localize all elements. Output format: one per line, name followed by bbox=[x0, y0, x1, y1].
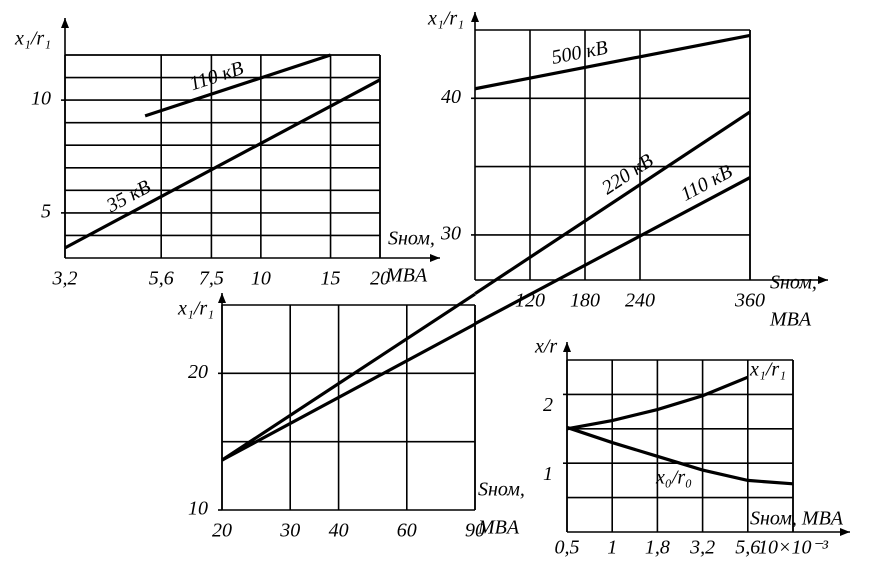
x-tick-label: 15 bbox=[321, 268, 341, 290]
x-tick-label: 20 bbox=[212, 520, 232, 542]
x-tick-label: 5,6 bbox=[149, 268, 174, 290]
arrow bbox=[563, 342, 571, 352]
arrow bbox=[430, 254, 440, 262]
y-tick-label: 40 bbox=[441, 86, 461, 108]
x-tick-label: 20 bbox=[370, 268, 390, 290]
x-tick-label: 40 bbox=[329, 520, 349, 542]
x-axis-label: Sном, MBA bbox=[750, 508, 844, 530]
x-tick-label: 0,5 bbox=[555, 537, 580, 559]
series-line bbox=[221, 292, 476, 462]
arrow bbox=[61, 18, 69, 28]
arrow bbox=[218, 293, 226, 303]
series-line bbox=[474, 176, 751, 326]
series-line bbox=[221, 322, 476, 462]
y-axis-label: x₁/r₁ bbox=[14, 28, 51, 50]
series-line bbox=[64, 78, 381, 250]
x-tick-label: 7,5 bbox=[199, 268, 224, 290]
x-tick-label: 60 bbox=[397, 520, 417, 542]
y-axis-label: x₁/r₁ bbox=[427, 8, 464, 30]
x-tick-label: 10 bbox=[251, 268, 271, 290]
y-axis-label: x/r bbox=[534, 336, 557, 358]
series-line bbox=[566, 375, 749, 431]
series-label: 110 кВ bbox=[187, 57, 246, 95]
x-axis-label: Sном, bbox=[478, 479, 525, 501]
series-line bbox=[474, 110, 751, 295]
y-tick-label: 20 bbox=[188, 361, 208, 383]
x-tick-label: 90 bbox=[465, 520, 485, 542]
series-line bbox=[566, 425, 794, 486]
x-tick-label: 360 bbox=[734, 290, 765, 312]
arrow bbox=[818, 276, 828, 284]
x-tick-label: 3,2 bbox=[689, 537, 715, 559]
x-tick-label: 1 bbox=[607, 537, 617, 559]
x-tick-label: 120 bbox=[515, 290, 545, 312]
x-axis-unit: MBA bbox=[385, 265, 428, 287]
x-tick-label: 240 bbox=[625, 290, 655, 312]
x-tick-label: 3,2 bbox=[52, 268, 78, 290]
arrow bbox=[840, 528, 850, 536]
x-tick-label: 1,8 bbox=[645, 537, 670, 559]
x-tick-label: 180 bbox=[570, 290, 600, 312]
series-line bbox=[474, 33, 751, 91]
y-tick-label: 10 bbox=[31, 88, 51, 110]
x-axis-label: Sном, bbox=[770, 272, 817, 294]
x-axis-unit: MBA bbox=[769, 309, 812, 331]
series-label: x₁/r₁ bbox=[749, 359, 786, 381]
x-axis-label: Sном, bbox=[388, 228, 435, 250]
y-tick-label: 1 bbox=[543, 463, 553, 485]
x-tick-label: 5,6 bbox=[735, 537, 760, 559]
series-line bbox=[144, 53, 332, 118]
y-tick-label: 5 bbox=[41, 200, 51, 222]
x-axis-unit: MBA bbox=[477, 517, 520, 539]
x-tick-label: 10×10⁻³ bbox=[758, 537, 829, 559]
series-label: 35 кВ bbox=[102, 176, 154, 218]
y-tick-label: 2 bbox=[543, 394, 553, 416]
series-label: x₀/r₀ bbox=[655, 467, 692, 489]
x-tick-label: 30 bbox=[279, 520, 300, 542]
arrow bbox=[471, 12, 479, 22]
y-tick-label: 10 bbox=[188, 498, 208, 520]
y-axis-label: x₁/r₁ bbox=[177, 298, 214, 320]
y-tick-label: 30 bbox=[440, 223, 461, 245]
